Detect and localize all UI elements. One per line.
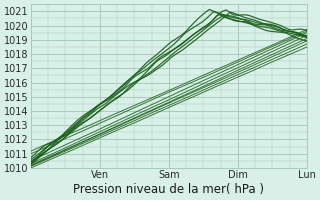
X-axis label: Pression niveau de la mer( hPa ): Pression niveau de la mer( hPa ): [73, 183, 264, 196]
